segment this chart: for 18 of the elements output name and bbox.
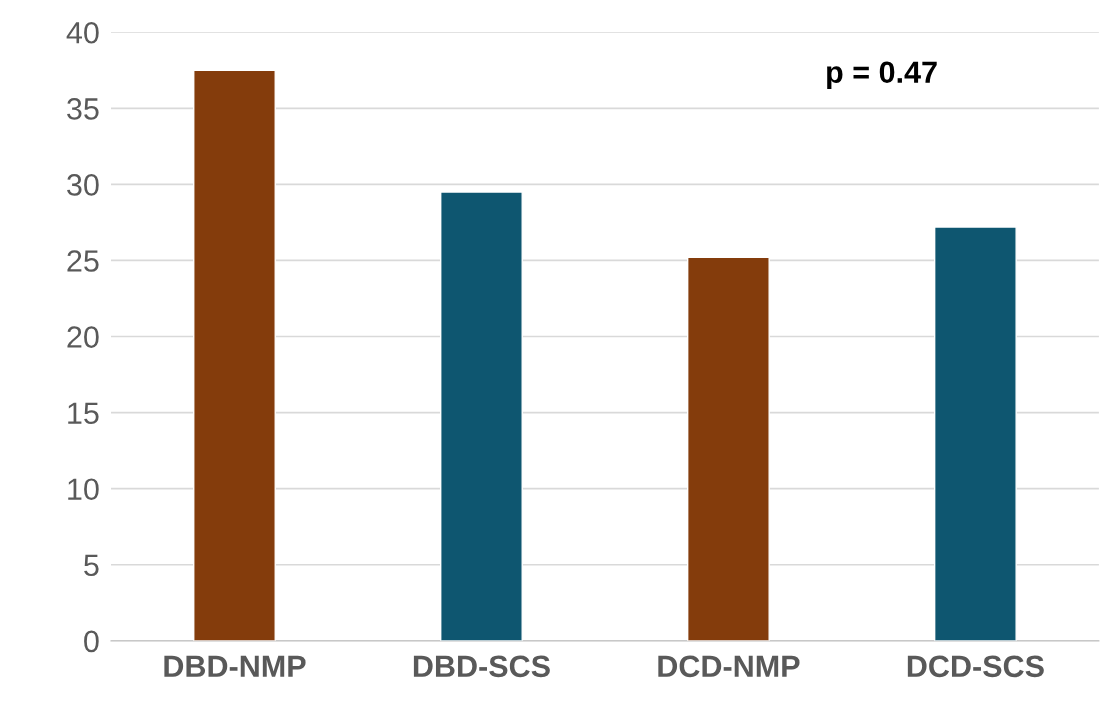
y-tick-label: 5 [84,554,99,577]
x-tick-label: DCD-SCS [907,655,1044,678]
bar [193,69,276,641]
y-tick-label: 20 [67,326,99,348]
annotation: p = 0.47 [827,61,937,90]
y-tick-label: 30 [67,174,99,196]
x-tick-label: DBD-NMP [164,655,306,677]
y-tick-label: 35 [67,98,99,120]
bar [440,191,523,641]
y-tick-label: 0 [84,630,99,653]
bar [933,226,1017,641]
y-tick-label: 10 [68,478,99,501]
y-tick-label: 25 [67,250,99,272]
y-tick-label: 15 [68,402,99,424]
y-tick-label: 40 [66,21,99,44]
bar [686,256,770,641]
x-tick-label: DCD-NMP [658,655,800,678]
x-tick-label: DBD-SCS [413,655,550,678]
